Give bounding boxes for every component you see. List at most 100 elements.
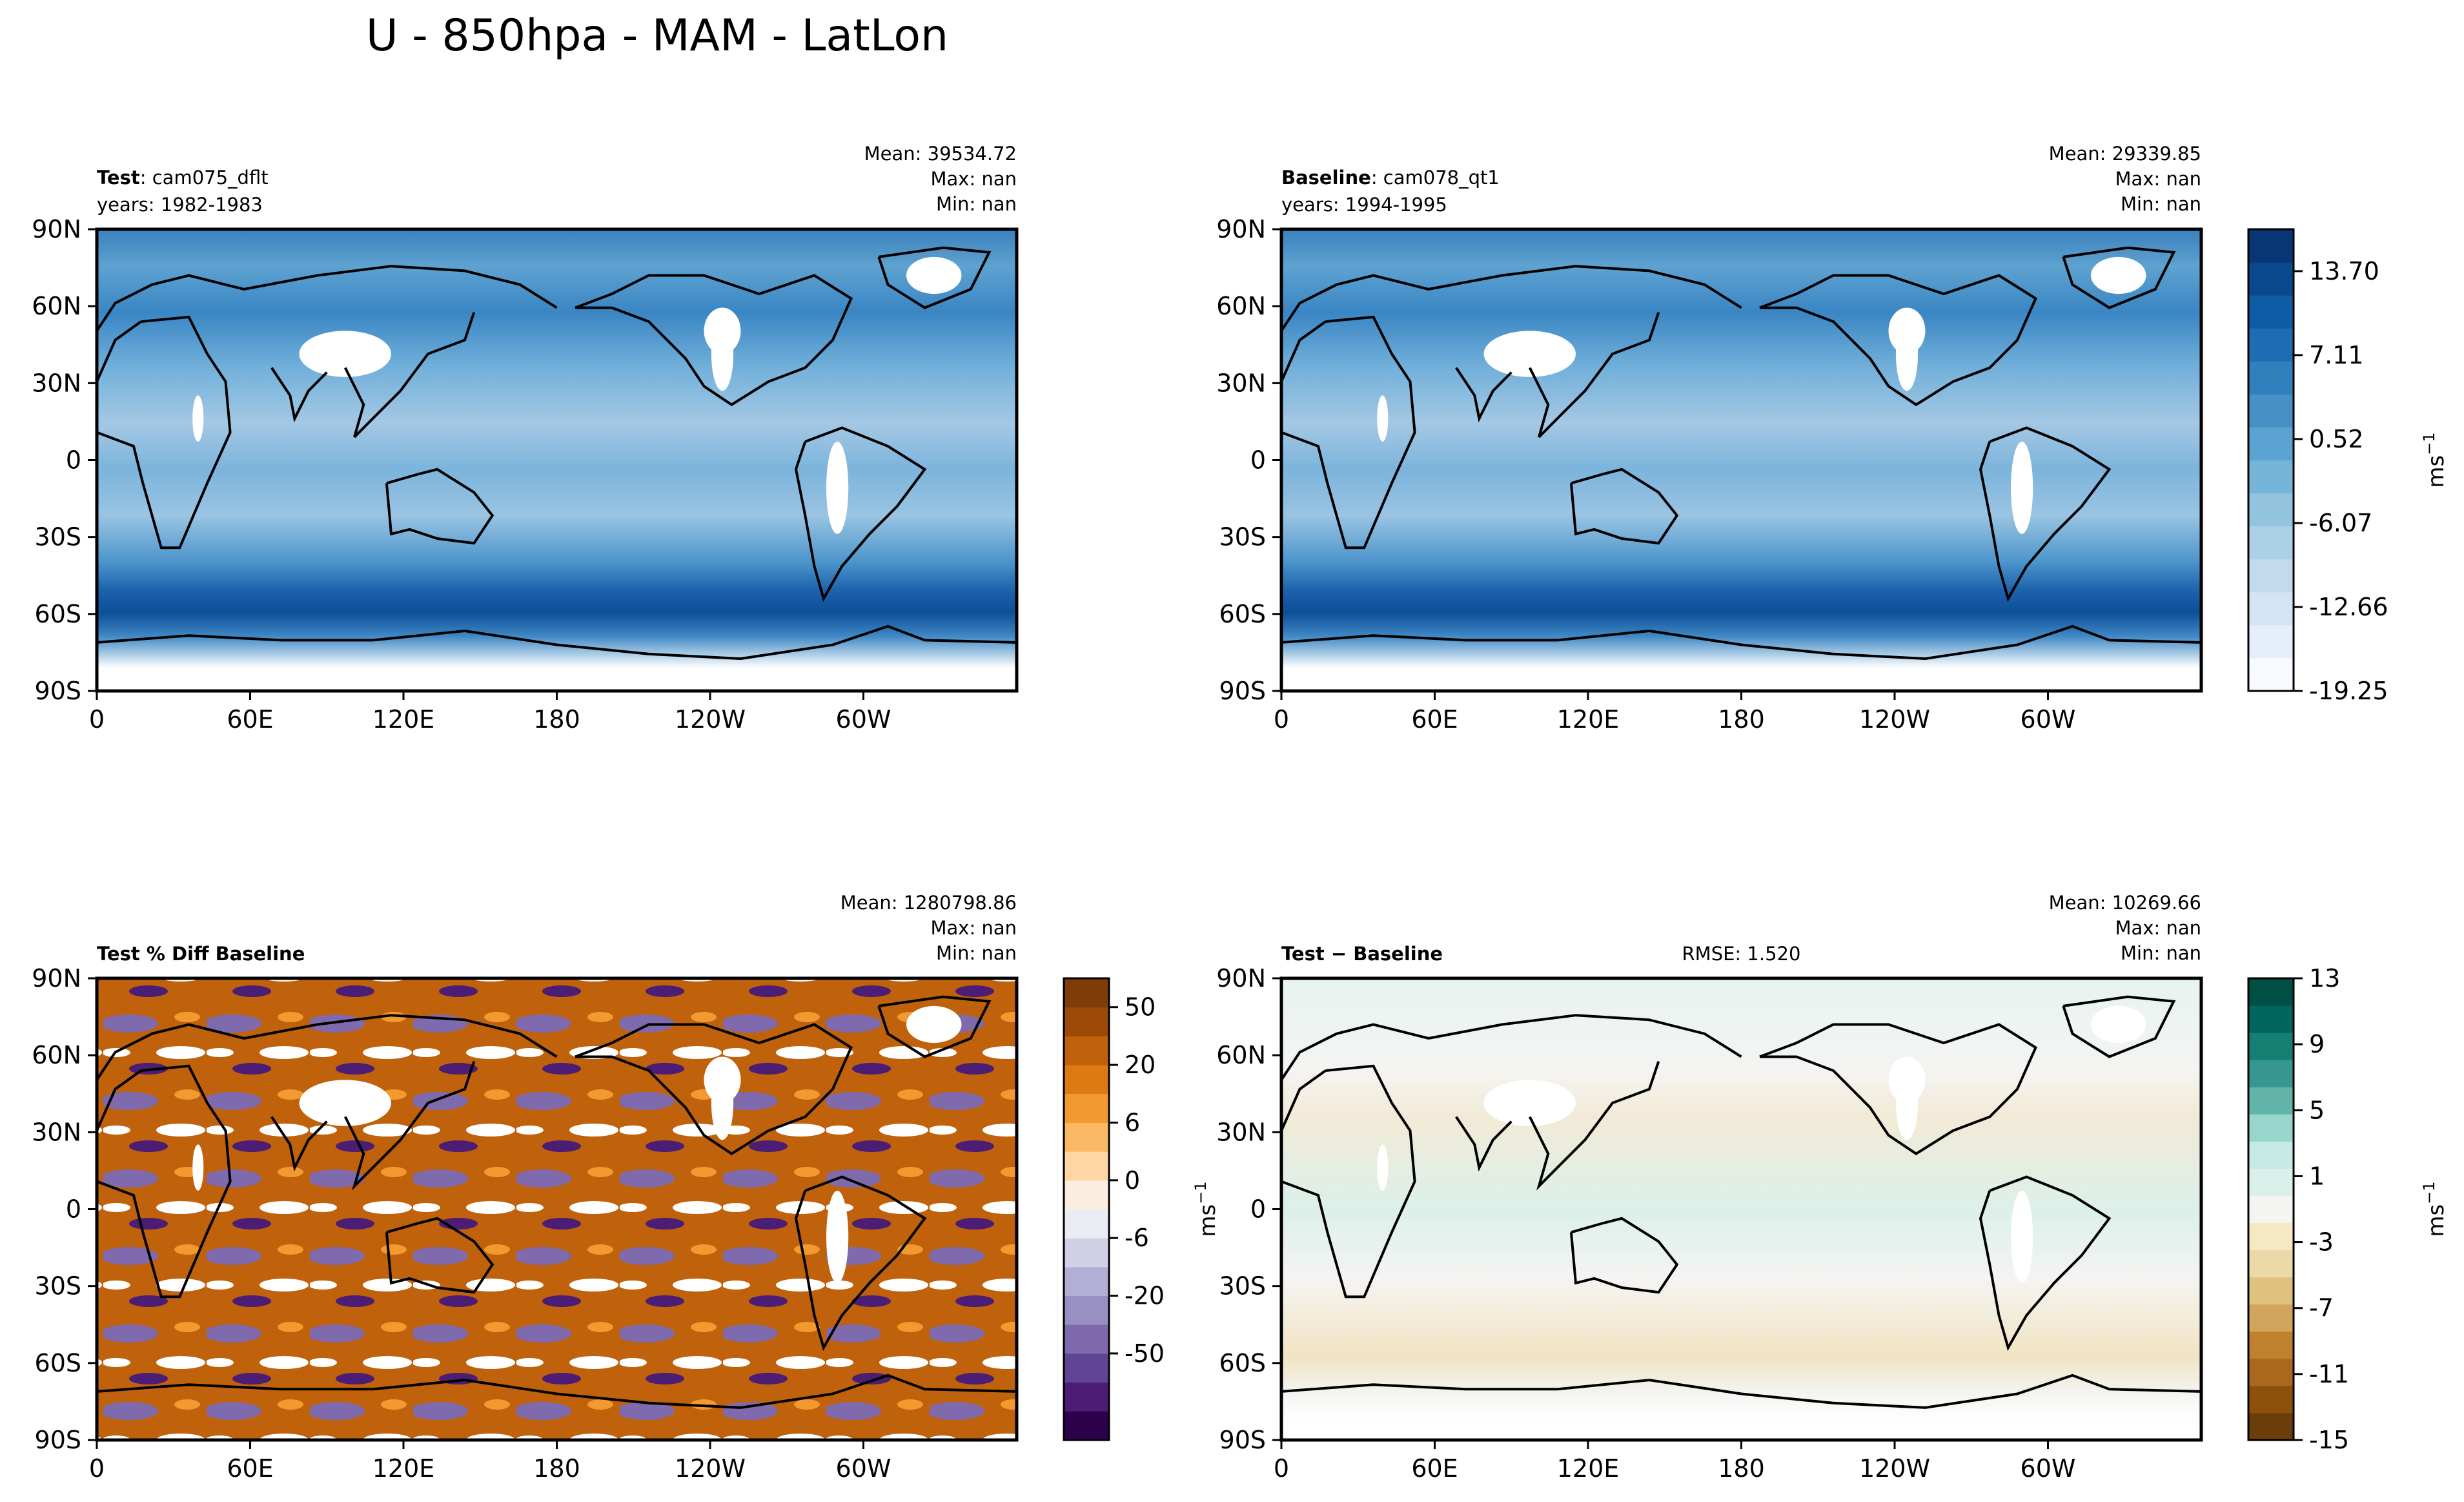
colorbar-tick-label: 6	[1125, 1108, 1140, 1137]
colorbar-swatch	[2248, 1168, 2294, 1196]
panels-layer: 0 60E 120E 180 120W 60W 90N 60N 30N 0 30S 60S 90S Tes…	[32, 143, 2449, 1483]
coastline	[344, 312, 476, 438]
missing-data-region	[2011, 1190, 2033, 1283]
heatmap-field	[97, 978, 1017, 1440]
colorbar-tick-label: 13	[2309, 964, 2340, 993]
coastline	[1529, 312, 1660, 438]
colorbar-swatch	[1064, 1411, 1109, 1441]
x-tick-label: 120E	[372, 705, 435, 734]
coastline	[1979, 1175, 2112, 1352]
colorbar-units: ms−1	[2420, 1181, 2449, 1237]
missing-data-region	[1377, 1144, 1389, 1191]
stat-mean: Mean: 1280798.86	[840, 892, 1017, 914]
x-tick-label: 60W	[2021, 705, 2076, 734]
colorbar-swatch	[1064, 1324, 1109, 1354]
colorbar-swatch	[2248, 1195, 2294, 1224]
colorbar-swatch	[1064, 1209, 1109, 1239]
colorbar-units: ms−1	[1192, 1181, 1221, 1237]
coastline	[96, 1373, 1017, 1409]
missing-data-region	[826, 441, 849, 534]
colorbar-swatch	[1064, 1036, 1109, 1065]
stat-min: Min: nan	[936, 942, 1017, 964]
missing-data-region	[1888, 1056, 1926, 1104]
coastline	[270, 1116, 328, 1172]
missing-data-region	[906, 1005, 962, 1044]
colorbar-tick-label: -20	[1125, 1282, 1165, 1310]
x-tick-label: 60E	[227, 1454, 273, 1483]
y-tick-label: 30S	[35, 523, 81, 551]
x-tick-label: 0	[1274, 705, 1289, 734]
heatmap-field	[97, 229, 1017, 691]
colorbar-frame	[1063, 977, 1110, 1441]
x-tick-label: 120E	[1557, 705, 1620, 734]
colorbar-tick-label: -15	[2309, 1426, 2349, 1454]
panel-years: years: 1982-1983	[97, 194, 263, 216]
colorbar-swatch	[2248, 1222, 2294, 1251]
coastline	[877, 995, 992, 1058]
colorbar-swatch	[2248, 361, 2294, 395]
y-tick-label: 0	[1250, 1195, 1266, 1224]
colorbar-swatch	[2248, 1304, 2294, 1332]
colorbar-tick-label: -12.66	[2309, 593, 2388, 621]
colorbar-swatch	[1064, 1295, 1109, 1325]
colorbar-tick-label: 9	[2309, 1030, 2325, 1058]
units-exponent: −1	[2420, 1181, 2438, 1204]
missing-data-region	[192, 1144, 204, 1191]
y-tick-label: 90S	[35, 677, 81, 705]
y-tick-label: 0	[66, 1195, 81, 1224]
colorbar-swatch	[2248, 1060, 2294, 1087]
panel-label-bold: Test % Diff Baseline	[97, 943, 305, 965]
y-tick-label: 30S	[1219, 1272, 1266, 1301]
missing-data-region	[192, 395, 204, 442]
y-tick-label: 30N	[1216, 369, 1266, 397]
colorbar-swatch	[1064, 1180, 1109, 1209]
colorbar-swatch	[1064, 1353, 1109, 1383]
coastline	[270, 367, 328, 423]
coastline	[344, 1061, 476, 1191]
coastline	[96, 1014, 558, 1081]
y-tick-label: 60S	[1219, 1349, 1266, 1377]
coastline	[794, 426, 927, 602]
coastline	[1455, 367, 1512, 423]
missing-data-region	[1483, 331, 1576, 377]
colorbar-frame	[2247, 228, 2295, 692]
missing-data-region	[2091, 256, 2146, 294]
coastline	[794, 1175, 927, 1352]
colorbar-swatch	[2248, 328, 2294, 362]
colorbar-swatch	[1064, 1238, 1109, 1268]
panel-label-bold: Baseline	[1281, 167, 1371, 189]
coastline	[1281, 624, 2202, 661]
colorbar-swatch	[1064, 1151, 1109, 1181]
y-tick-label: 60N	[32, 292, 81, 320]
missing-data-region	[704, 307, 741, 355]
colorbar-tick-label: -50	[1125, 1339, 1165, 1368]
colorbar-swatch	[2248, 1114, 2294, 1142]
coastline	[877, 246, 992, 309]
coastline	[1280, 1014, 1742, 1081]
coastline	[575, 1023, 853, 1156]
x-tick-label: 120W	[1859, 1454, 1930, 1483]
stat-mean: Mean: 29339.85	[2049, 143, 2201, 165]
coastline	[1979, 426, 2112, 602]
colorbar-frame	[2247, 977, 2295, 1441]
units-base: ms	[2423, 1204, 2449, 1237]
colorbar-swatch	[2248, 1141, 2294, 1169]
x-tick-label: 180	[533, 1454, 580, 1483]
x-tick-label: 60W	[2021, 1454, 2076, 1483]
colorbar-tick-label: -19.25	[2309, 677, 2388, 705]
heatmap-field	[1281, 978, 2201, 1440]
coastline	[96, 265, 558, 332]
panel-label: Test: cam075_dflt	[97, 167, 269, 189]
y-tick-label: 60S	[35, 1349, 81, 1377]
y-tick-label: 30N	[32, 1118, 81, 1146]
stat-max: Max: nan	[2115, 917, 2201, 939]
missing-data-region	[2011, 441, 2033, 534]
units-exponent: −1	[2420, 432, 2438, 455]
colorbar-swatch	[2248, 1250, 2294, 1278]
colorbar-swatch	[2248, 394, 2294, 427]
colorbar-swatch	[1064, 1065, 1109, 1095]
panel-difference: 0 60E 120E 180 120W 60W 90N 60N 30N 0 30S 60S 90S Tes…	[1216, 892, 2449, 1483]
colorbar-swatch	[2248, 1412, 2294, 1441]
x-tick-label: 120E	[1557, 1454, 1620, 1483]
